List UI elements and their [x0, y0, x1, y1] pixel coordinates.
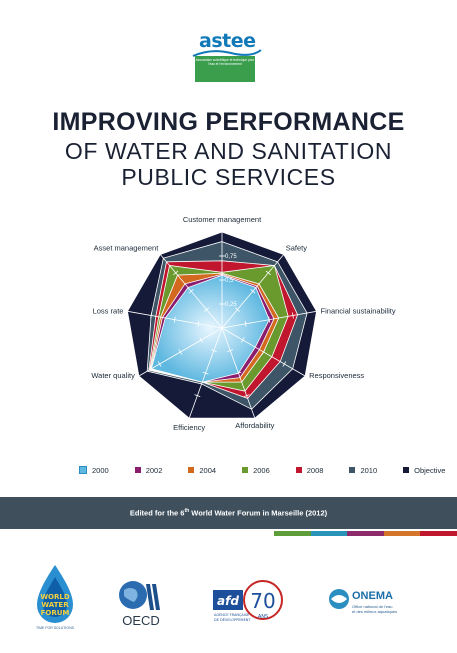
wwf-line-2: WATER [41, 601, 69, 609]
axis-tick [240, 337, 245, 343]
axis-label: Water quality [91, 371, 135, 380]
afd-sub-2: DE DÉVELOPPEMENT [214, 617, 251, 622]
axis-tick [202, 371, 209, 375]
axis-tick [243, 394, 250, 398]
afd-emblem: afd 70 ANS AGENCE FRANÇAISE DE DÉVELOPPE… [213, 580, 283, 622]
legend-swatch [349, 467, 356, 473]
astee-logo-tagline: Association scientifique et technique po… [195, 58, 255, 66]
axis-tick [282, 361, 287, 367]
legend-swatch [242, 467, 249, 473]
page-title-line-2: OF WATER AND SANITATION [64, 138, 393, 164]
oecd-text: OECD [122, 613, 160, 628]
legend-item: 2002 [134, 464, 163, 476]
afd-logo: afd 70 ANS AGENCE FRANÇAISE DE DÉVELOPPE… [211, 578, 286, 630]
axis-tick [210, 349, 217, 352]
legend-label: 2004 [199, 465, 217, 475]
legend-swatch [79, 466, 87, 474]
wwf-line-1: WORLD [40, 593, 70, 601]
afd-ans: ANS [258, 614, 268, 620]
color-strip [274, 531, 457, 536]
wwf-line-3: FORUM [41, 609, 70, 617]
axis-tick [199, 337, 204, 343]
legend-swatch [134, 467, 141, 473]
page-title-line-1: IMPROVING PERFORMANCE [52, 108, 405, 136]
onema-sub-2: et des milieux aquatiques [352, 609, 398, 614]
axis-tick [234, 307, 240, 312]
onema-swirl-icon [329, 589, 349, 609]
oecd-globe-icon [119, 581, 160, 610]
series-polygon-2000 [150, 274, 270, 383]
legend-item: 2004 [188, 464, 216, 476]
world-water-forum-logo: WORLD WATER FORUM TIME FOR SOLUTIONS [33, 563, 77, 633]
edition-text: Edited for the 6th World Water Forum in … [129, 508, 328, 518]
axis-tick [194, 394, 201, 398]
axis-label: Safety [286, 243, 308, 252]
legend-swatch [188, 467, 195, 473]
axis-tick [261, 349, 266, 355]
wave-icon [192, 49, 262, 57]
axis-tick [265, 270, 271, 276]
axis-tick [204, 307, 210, 312]
color-strip-segment [310, 531, 348, 536]
color-strip-segment [347, 531, 384, 536]
axis-label: Loss rate [93, 306, 124, 315]
axis-tick [173, 316, 176, 323]
edition-band: Edited for the 6th World Water Forum in … [0, 497, 457, 529]
tick-label: 0,25 [225, 302, 237, 308]
legend-label: 2000 [92, 465, 109, 475]
page-title-line-3: PUBLIC SERVICES [121, 164, 336, 190]
axis-tick [157, 361, 162, 367]
color-strip-segment [383, 531, 421, 536]
afd-number: 70 [250, 589, 275, 613]
astee-logo-box: Association scientifique et technique po… [195, 56, 255, 82]
axis-label: Efficiency [173, 423, 205, 432]
afd-sub-1: AGENCE FRANÇAISE [214, 613, 249, 617]
legend-swatch [403, 467, 410, 473]
legend-label: 2006 [253, 465, 270, 475]
water-drop-icon: WORLD WATER FORUM [37, 565, 73, 623]
axis-tick [173, 270, 179, 276]
axis-tick [250, 288, 256, 294]
wwf-tagline: TIME FOR SOLUTIONS [36, 626, 74, 630]
axis-label: Affordability [235, 421, 274, 430]
legend-item: Objective [403, 464, 445, 476]
axis-tick [197, 320, 200, 327]
axis-tick [150, 312, 153, 319]
axis-label: Asset management [94, 243, 160, 252]
tick-label: 0,75 [225, 254, 237, 260]
axis-tick [235, 371, 242, 375]
tick-label: 0,5 [225, 278, 234, 284]
oecd-logo: OECD [116, 580, 166, 630]
axis-tick [188, 288, 194, 294]
color-strip-segment [420, 531, 457, 536]
legend-item: 2000 [79, 464, 109, 476]
legend-item: 2008 [295, 464, 324, 476]
onema-text: ONEMA [352, 590, 393, 602]
axis-tick [291, 312, 294, 319]
axis-tick [268, 316, 271, 323]
afd-text: afd [217, 594, 239, 608]
legend-label: Objective [414, 465, 446, 475]
radar-chart: 0,25 0,5 0,75 Customer management Safety Fina… [91, 215, 396, 432]
onema-logo: ONEMA Office national de l'eau et des mi… [328, 586, 428, 626]
onema-sub-1: Office national de l'eau [352, 604, 393, 609]
chart-legend: 2000 2002 2004 2006 2008 2010 Objective [79, 464, 445, 476]
legend-item: 2010 [349, 464, 377, 476]
axis-label: Customer management [183, 215, 262, 224]
axis-tick [244, 320, 247, 327]
axis-label: Financial sustainability [321, 306, 396, 315]
axis-tick [227, 349, 234, 352]
axis-tick [178, 349, 183, 355]
legend-label: 2002 [145, 465, 163, 475]
legend-label: 2008 [306, 465, 324, 475]
astee-logo: astee Association scientifique et techni… [191, 30, 263, 82]
legend-item: 2006 [242, 464, 270, 476]
axis-label: Responsiveness [309, 371, 364, 380]
legend-swatch [295, 467, 302, 473]
astee-logo-word: astee [199, 30, 256, 52]
color-strip-segment [274, 531, 311, 536]
legend-label: 2010 [360, 465, 378, 475]
